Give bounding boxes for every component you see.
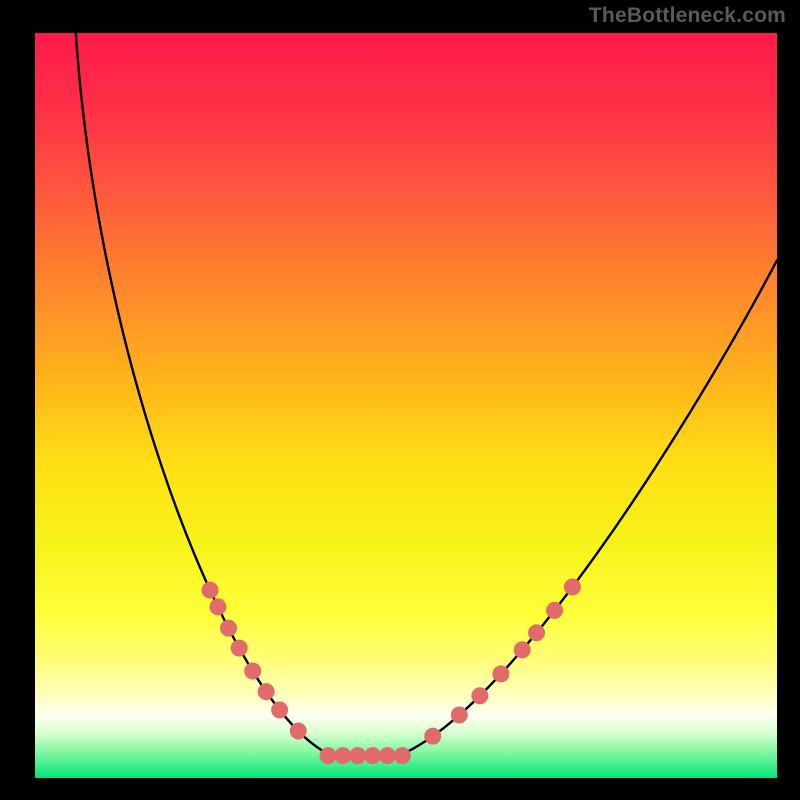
data-marker bbox=[492, 665, 509, 682]
data-marker bbox=[528, 624, 545, 641]
data-marker bbox=[364, 747, 381, 764]
data-marker bbox=[514, 641, 531, 658]
data-marker bbox=[451, 706, 468, 723]
data-marker bbox=[258, 683, 275, 700]
data-marker bbox=[271, 701, 288, 718]
data-marker bbox=[424, 728, 441, 745]
data-marker bbox=[231, 640, 248, 657]
data-marker bbox=[244, 663, 261, 680]
data-marker bbox=[471, 687, 488, 704]
data-marker bbox=[320, 747, 337, 764]
data-marker bbox=[220, 620, 237, 637]
chart-svg bbox=[35, 33, 777, 778]
data-marker bbox=[564, 578, 581, 595]
data-marker bbox=[546, 602, 563, 619]
chart-plot-area bbox=[35, 33, 777, 778]
data-marker bbox=[202, 582, 219, 599]
data-marker bbox=[394, 747, 411, 764]
data-marker bbox=[209, 598, 226, 615]
data-marker bbox=[379, 747, 396, 764]
data-marker bbox=[290, 723, 307, 740]
watermark-text: TheBottleneck.com bbox=[589, 4, 786, 28]
data-marker bbox=[349, 747, 366, 764]
data-marker bbox=[334, 747, 351, 764]
